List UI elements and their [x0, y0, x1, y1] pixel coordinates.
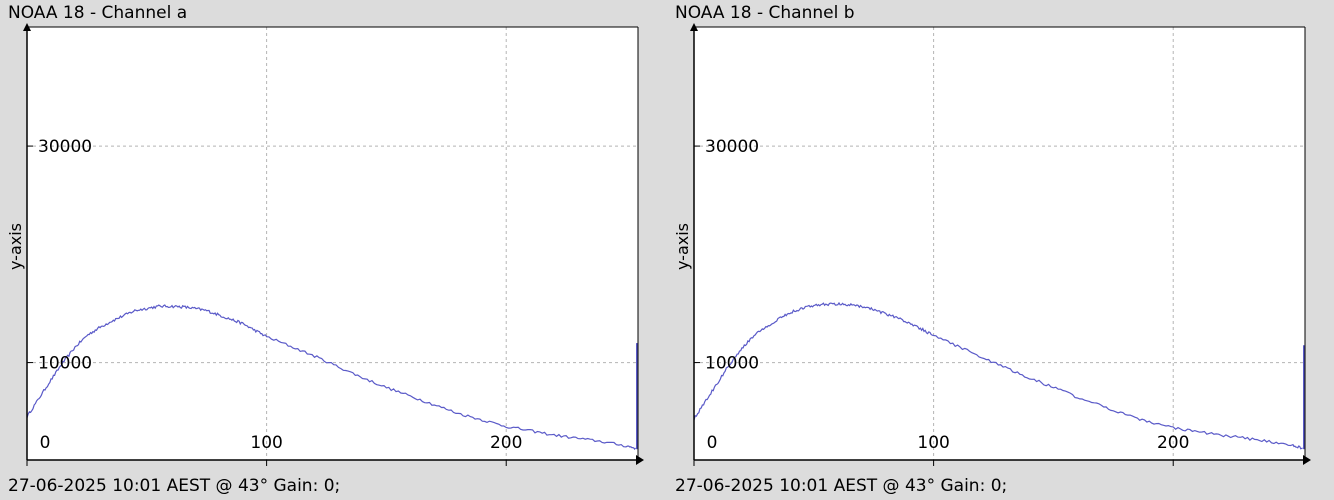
series-line	[693, 301, 1303, 450]
x-tick-label: 200	[490, 433, 522, 453]
chart-panel-b: NOAA 18 - Channel b 0 100 200 10000 30000 y-a…	[667, 0, 1334, 500]
plot-background	[27, 27, 638, 460]
chart-title: NOAA 18 - Channel a	[8, 3, 188, 23]
chart-footer: 27-06-2025 10:01 AEST @ 43° Gain: 0;	[8, 476, 341, 496]
y-tick-label: 30000	[38, 137, 92, 157]
y-tick-label: 10000	[705, 354, 759, 374]
chart-plot-a: 0 100 200 10000 30000 y-axis	[6, 23, 644, 466]
x-tick-label: 0	[40, 433, 51, 453]
chart-title: NOAA 18 - Channel b	[675, 3, 855, 23]
y-axis-arrow	[690, 23, 698, 31]
x-tick-label: 100	[250, 433, 282, 453]
x-axis-arrow	[636, 455, 644, 465]
plot-background	[694, 27, 1305, 460]
y-axis-arrow	[23, 23, 31, 31]
x-tick-label: 200	[1157, 433, 1189, 453]
x-tick-label: 100	[917, 433, 949, 453]
chart-plot-b: 0 100 200 10000 30000 y-axis	[673, 23, 1311, 466]
y-tick-label: 10000	[38, 354, 92, 374]
y-tick-label: 30000	[705, 137, 759, 157]
series-line	[26, 304, 637, 451]
x-tick-label: 0	[707, 433, 718, 453]
chart-footer: 27-06-2025 10:01 AEST @ 43° Gain: 0;	[675, 476, 1008, 496]
x-axis-arrow	[1303, 455, 1311, 465]
chart-panel-a: NOAA 18 - Channel a 0 100 200 10000 30000 y-a…	[6, 3, 644, 496]
y-axis-label: y-axis	[6, 223, 25, 270]
y-axis-label: y-axis	[673, 223, 692, 270]
